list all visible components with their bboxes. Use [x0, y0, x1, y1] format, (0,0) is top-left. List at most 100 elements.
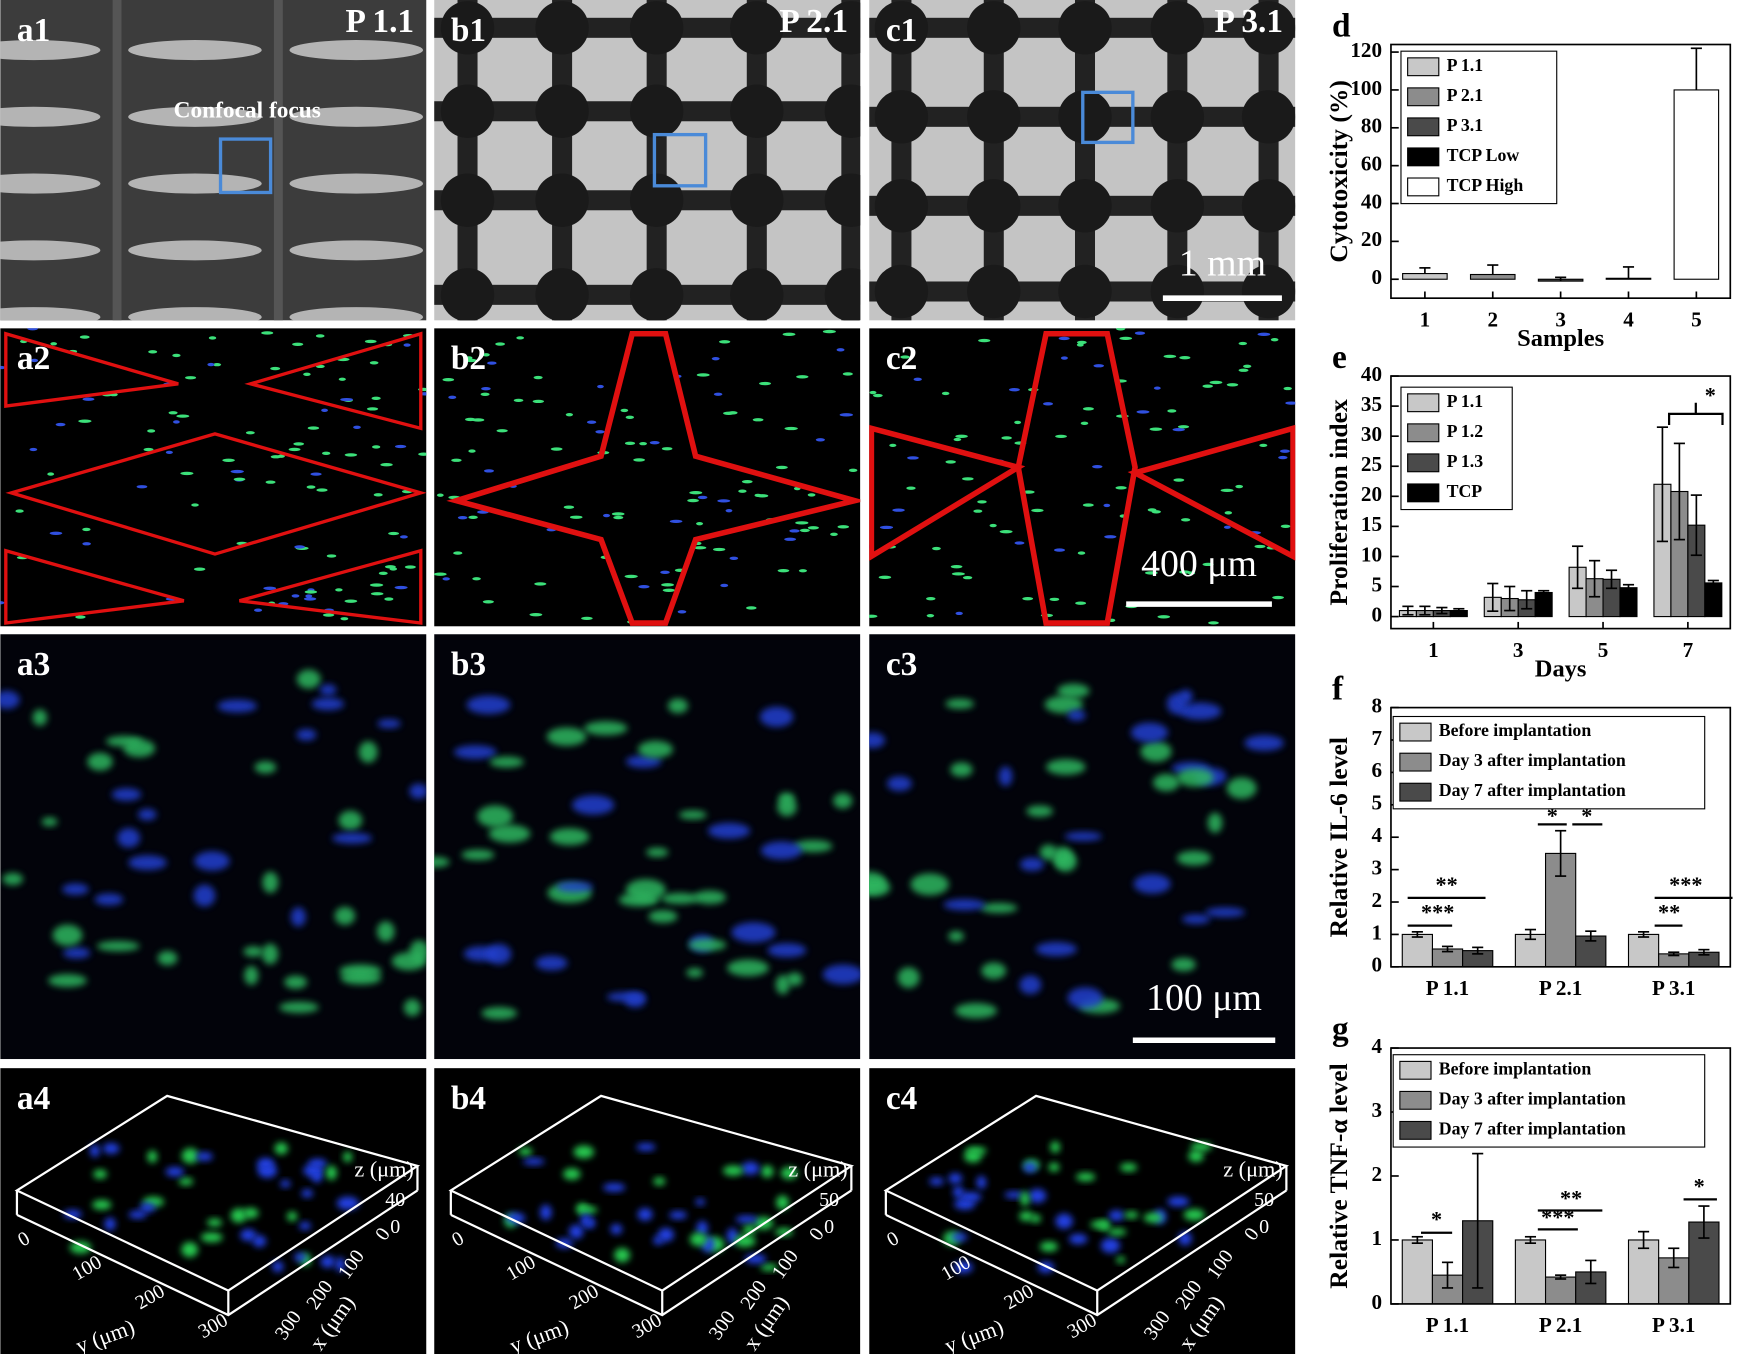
cell [759, 706, 794, 728]
cell [1064, 831, 1103, 841]
cell [981, 962, 1007, 980]
cell [136, 485, 148, 489]
scaffold-outline [244, 331, 423, 431]
cell [872, 393, 883, 398]
micrograph [434, 328, 861, 627]
cell [1140, 741, 1172, 762]
y-tick-label: 0 [1371, 1290, 1382, 1314]
cell [1035, 942, 1077, 957]
cell [377, 719, 401, 729]
cell [1023, 1162, 1037, 1173]
bar [1619, 587, 1638, 618]
cell [1207, 812, 1223, 833]
tick-label: 0 [1259, 1216, 1269, 1238]
cell [451, 458, 462, 462]
cell [776, 1195, 789, 1210]
cell [321, 408, 328, 412]
cell [667, 698, 689, 714]
cell [565, 412, 573, 417]
scaffold-outline [1127, 424, 1296, 561]
cell [780, 1166, 798, 1180]
texture [535, 173, 589, 227]
cell [263, 586, 277, 590]
cell [1077, 551, 1086, 555]
cell [243, 946, 264, 957]
cell [1223, 525, 1231, 529]
cell [55, 422, 66, 427]
error-bar [1487, 264, 1499, 275]
cell [513, 398, 524, 403]
cell [294, 545, 305, 549]
cell [104, 1217, 116, 1231]
y-tick-label: 100 [1350, 76, 1382, 100]
tick-label: 0 [824, 1216, 834, 1238]
cell [603, 1183, 626, 1192]
cell [299, 1221, 311, 1230]
plot-frame [1390, 706, 1732, 968]
cell [477, 805, 513, 828]
cell [637, 740, 674, 758]
cell [1188, 1150, 1204, 1163]
y-tick-label: 0 [1371, 265, 1382, 289]
cell [953, 437, 962, 442]
cell [465, 356, 473, 360]
image-panel: c3 100 μm [869, 634, 1296, 1060]
texture [629, 1, 684, 55]
texture [0, 240, 101, 261]
error-bar [1504, 585, 1516, 612]
cell [1104, 535, 1117, 539]
cell [453, 745, 497, 760]
axis-label: z (μm) [354, 1157, 414, 1182]
y-tick-label: 40 [1361, 362, 1382, 386]
cell [487, 361, 497, 365]
cell [815, 438, 825, 442]
cell [442, 577, 450, 581]
cell [1092, 465, 1103, 469]
cell [409, 783, 427, 799]
cell [322, 451, 331, 455]
cell [534, 582, 547, 586]
error-bar [1453, 607, 1465, 614]
texture [824, 1, 861, 55]
cell [404, 565, 416, 569]
panel-label: b2 [451, 340, 486, 377]
cell [257, 1157, 275, 1171]
cell [217, 699, 258, 713]
cell [1116, 1256, 1126, 1264]
cell [695, 1198, 706, 1206]
error-bar [1402, 605, 1414, 616]
cell [48, 974, 87, 987]
cell [648, 910, 678, 923]
error-bar [1668, 951, 1680, 957]
texture [746, 0, 767, 321]
cell [388, 531, 400, 536]
texture [289, 240, 424, 261]
x-tick-label: P 2.1 [1539, 976, 1582, 1000]
cell [610, 1224, 623, 1235]
cell [147, 1150, 158, 1163]
cell [506, 1212, 526, 1224]
texture [967, 264, 1021, 319]
cell [279, 1001, 319, 1013]
y-tick-label: 2 [1371, 888, 1382, 912]
y-tick-label: 20 [1361, 482, 1382, 506]
cell [1181, 914, 1211, 924]
texture [128, 307, 262, 321]
cell [394, 585, 408, 590]
cell [49, 531, 63, 535]
cell [316, 488, 328, 492]
y-tick-label: 40 [1361, 189, 1382, 213]
cell [795, 521, 809, 525]
cell [837, 525, 850, 529]
texture [1150, 179, 1205, 233]
y-tick-label: 25 [1361, 452, 1382, 476]
texture [1241, 179, 1296, 233]
legend-swatch [1399, 722, 1432, 742]
cell [782, 332, 796, 336]
cell [889, 443, 897, 448]
bar [1704, 582, 1723, 618]
cell [869, 614, 878, 618]
cell [775, 1227, 794, 1237]
error-bar [1707, 579, 1719, 587]
